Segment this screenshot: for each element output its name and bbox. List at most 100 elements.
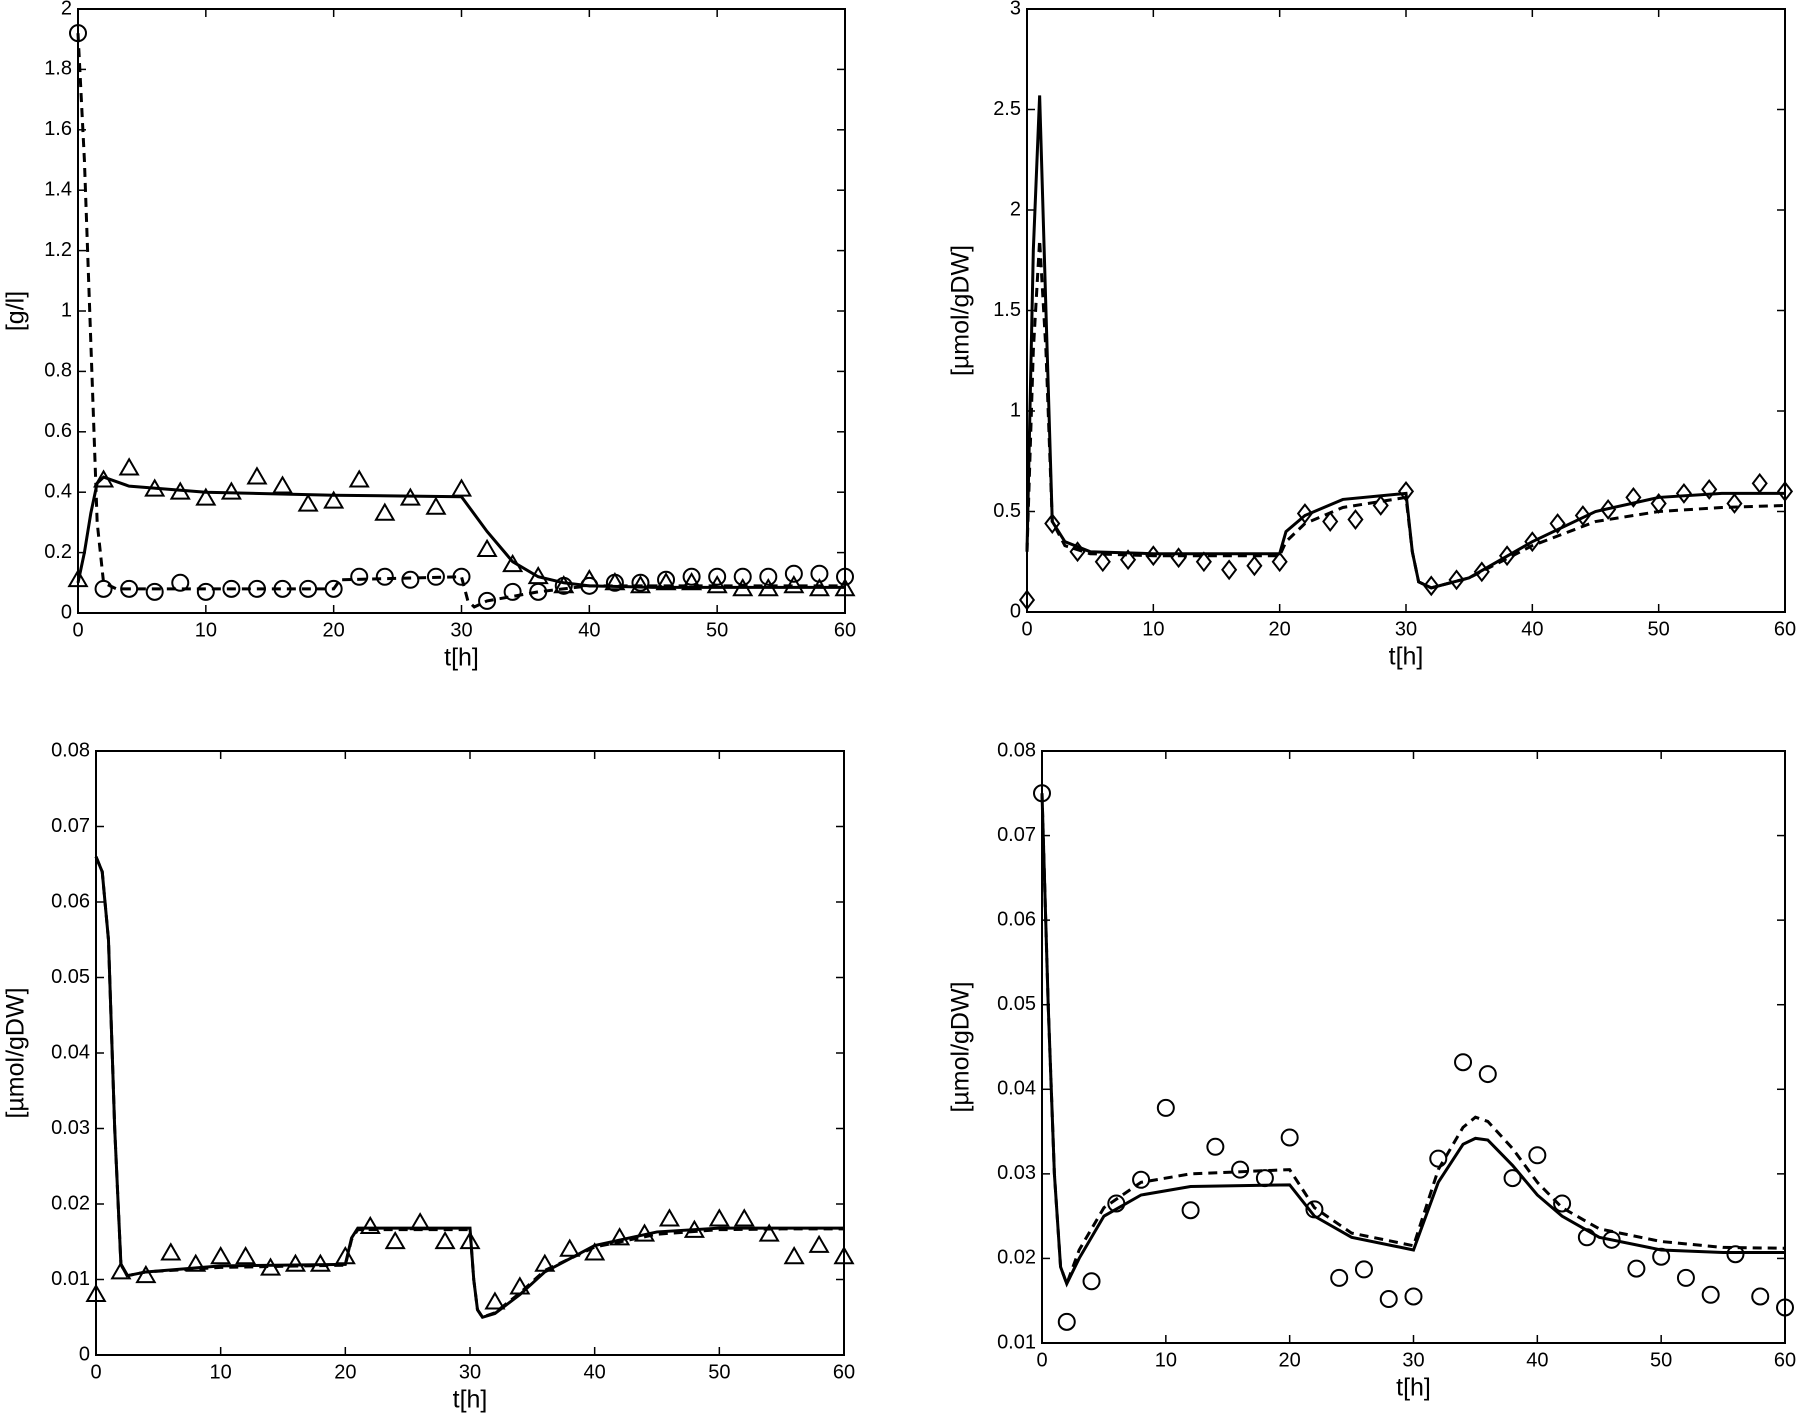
series-line [1040, 793, 1785, 1288]
y-tick-label: 0.03 [997, 1162, 1036, 1184]
marker-circle [1627, 1259, 1646, 1278]
marker-diamond [1271, 551, 1288, 573]
x-tick-label: 50 [1650, 1349, 1672, 1371]
series-line [94, 856, 844, 1320]
x-tick-label: 10 [1142, 618, 1164, 640]
marker-triangle [808, 1234, 830, 1253]
y-tick-label: 0.6 [44, 420, 72, 442]
x-tick-label: 50 [708, 1361, 730, 1383]
marker-triangle [185, 1253, 207, 1272]
marker-circle [1726, 1245, 1745, 1264]
marker-circle [375, 567, 394, 586]
marker-circle [1082, 1272, 1101, 1291]
panel: 0 10 20 30 40 50 60 0 0.01 0.02 0.03 0.04 0.05 0.06 0.… [2, 739, 856, 1413]
y-tick-label: 0.8 [44, 360, 72, 382]
y-tick-label: 0.04 [51, 1041, 90, 1063]
x-axis-label: t[h] [453, 1386, 488, 1414]
marker-triangle [195, 487, 217, 506]
marker-diamond [1625, 486, 1642, 508]
marker-circle [299, 579, 318, 598]
marker-triangle [833, 1246, 855, 1265]
marker-diamond [1549, 513, 1566, 534]
x-tick-label: 60 [1774, 618, 1796, 640]
x-tick-label: 60 [833, 1361, 855, 1383]
marker-circle [631, 573, 650, 592]
x-tick-label: 20 [1279, 1349, 1301, 1371]
marker-diamond [1221, 559, 1238, 581]
x-tick-label: 20 [1269, 618, 1291, 640]
x-tick-label: 30 [450, 619, 472, 641]
marker-circle [350, 567, 369, 586]
x-tick-label: 50 [706, 619, 728, 641]
x-tick-label: 30 [1395, 618, 1417, 640]
marker-triangle [758, 1223, 780, 1242]
y-tick-label: 0 [79, 1343, 90, 1365]
marker-diamond [1726, 493, 1743, 514]
marker-diamond [1423, 575, 1440, 597]
y-tick-label: 1.4 [44, 178, 72, 200]
marker-circle [1553, 1194, 1572, 1213]
y-tick-label: 0.5 [993, 500, 1021, 522]
marker-diamond [1044, 513, 1061, 534]
marker-circle [401, 570, 420, 589]
marker-triangle [210, 1246, 232, 1265]
y-tick-label: 1.6 [44, 118, 72, 140]
y-axis-label: [µmol/gDW] [947, 981, 975, 1112]
marker-triangle [118, 457, 140, 476]
marker-triangle [220, 481, 242, 500]
marker-diamond [1347, 509, 1364, 530]
marker-circle [1454, 1053, 1473, 1072]
marker-triangle [783, 1246, 805, 1265]
marker-circle [1429, 1149, 1448, 1168]
marker-circle [426, 567, 445, 586]
marker-triangle [297, 493, 319, 512]
y-axis-label: [µmol/gDW] [947, 245, 975, 376]
marker-diamond [1195, 551, 1212, 573]
marker-triangle [85, 1283, 107, 1302]
marker-triangle [559, 1238, 581, 1257]
marker-triangle [348, 469, 370, 488]
y-tick-label: 0.06 [51, 890, 90, 912]
x-tick-label: 20 [323, 619, 345, 641]
x-tick-label: 0 [90, 1361, 101, 1383]
x-axis-label: t[h] [1389, 643, 1424, 671]
x-tick-label: 10 [195, 619, 217, 641]
y-tick-label: 2 [61, 0, 72, 19]
x-tick-label: 0 [1021, 618, 1032, 640]
x-axis-label: t[h] [444, 644, 479, 672]
y-tick-label: 0.05 [51, 966, 90, 988]
y-tick-label: 0.07 [997, 824, 1036, 846]
marker-circle [1354, 1260, 1373, 1279]
marker-circle [1701, 1285, 1720, 1304]
marker-circle [1156, 1098, 1175, 1117]
y-tick-label: 1.8 [44, 58, 72, 80]
marker-triangle [160, 1242, 182, 1261]
marker-triangle [658, 1208, 681, 1227]
y-tick-label: 1 [61, 299, 72, 321]
y-tick-label: 0.04 [997, 1078, 1036, 1100]
plot-area [1026, 8, 1786, 613]
marker-circle [503, 582, 522, 601]
x-tick-label: 20 [334, 1361, 356, 1383]
x-tick-label: 40 [578, 619, 600, 641]
marker-triangle [434, 1230, 456, 1250]
y-tick-label: 0 [1010, 600, 1021, 622]
marker-circle [605, 573, 624, 592]
marker-circle [1478, 1065, 1497, 1084]
marker-triangle [609, 1227, 631, 1246]
y-tick-label: 0.07 [51, 815, 90, 837]
marker-diamond [1120, 549, 1137, 571]
x-tick-label: 0 [1036, 1349, 1047, 1371]
marker-circle [171, 573, 190, 592]
marker-triangle [359, 1215, 381, 1235]
marker-circle [1057, 1312, 1076, 1331]
panel: 0 10 20 30 40 50 60 0 0.5 1 1.5 2 2.5 3 t[h] [µmol/gDW] [947, 0, 1797, 671]
y-tick-label: 0.4 [44, 480, 72, 502]
x-tick-label: 10 [1155, 1349, 1177, 1371]
y-tick-label: 0.08 [997, 739, 1036, 761]
y-tick-label: 1.2 [44, 239, 72, 261]
y-tick-label: 0.02 [997, 1247, 1036, 1269]
marker-circle [1231, 1160, 1250, 1179]
x-tick-label: 30 [1402, 1349, 1424, 1371]
marker-diamond [1018, 589, 1036, 611]
